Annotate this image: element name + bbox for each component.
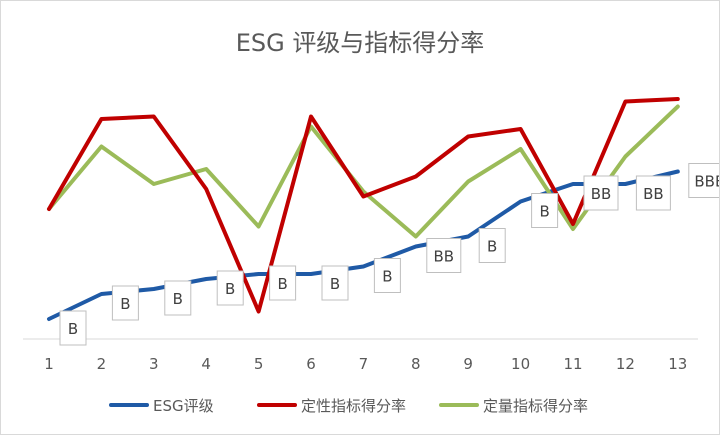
data-label: B xyxy=(321,265,349,301)
data-label: B xyxy=(216,270,244,306)
x-tick-label: 8 xyxy=(411,355,421,373)
data-label: B xyxy=(531,193,559,228)
data-label-box xyxy=(531,193,559,228)
data-label-text: BB xyxy=(643,185,664,203)
data-label: BBB xyxy=(688,163,719,198)
data-label-box xyxy=(478,228,506,263)
data-label-text: B xyxy=(68,320,78,338)
data-label: BB xyxy=(426,238,462,273)
x-tick-label: 3 xyxy=(149,355,159,373)
data-label-box xyxy=(635,175,671,211)
data-label-text: B xyxy=(173,290,183,308)
data-label-box xyxy=(321,265,349,301)
data-label-text: BBB xyxy=(694,173,719,191)
data-label-box xyxy=(426,238,462,273)
data-label-box xyxy=(216,270,244,306)
data-label-box xyxy=(111,285,139,321)
series-line xyxy=(47,104,680,239)
data-label: BB xyxy=(583,175,619,211)
data-label-box xyxy=(373,258,401,293)
x-tick-label: 9 xyxy=(463,355,473,373)
data-label-box xyxy=(269,265,297,301)
legend-label: ESG评级 xyxy=(153,397,214,415)
data-label-text: B xyxy=(225,280,235,298)
data-label: B xyxy=(164,280,192,316)
data-label-box xyxy=(688,163,719,198)
x-tick-label: 13 xyxy=(668,355,687,373)
x-tick-label: 4 xyxy=(201,355,211,373)
x-tick-label: 12 xyxy=(616,355,635,373)
data-label-text: B xyxy=(382,268,392,286)
data-label: BB xyxy=(635,175,671,211)
data-label-text: B xyxy=(120,295,130,313)
legend-item: ESG评级 xyxy=(109,397,214,415)
data-label-text: BB xyxy=(591,185,612,203)
data-label-text: BB xyxy=(434,248,455,266)
x-tick-label: 6 xyxy=(306,355,316,373)
series-line xyxy=(47,169,680,321)
data-label-text: B xyxy=(539,203,549,221)
legend-item: 定量指标得分率 xyxy=(439,397,588,415)
x-tick-label: 11 xyxy=(563,355,582,373)
data-label: B xyxy=(111,285,139,321)
legend-label: 定量指标得分率 xyxy=(483,397,588,415)
data-label-text: B xyxy=(330,275,340,293)
legend-label: 定性指标得分率 xyxy=(301,397,406,415)
legend-item: 定性指标得分率 xyxy=(257,397,406,415)
series-line xyxy=(47,97,680,314)
data-label: B xyxy=(373,258,401,293)
chart-title: ESG 评级与指标得分率 xyxy=(235,29,485,57)
data-label: B xyxy=(59,310,87,346)
x-tick-label: 1 xyxy=(44,355,54,373)
x-tick-label: 10 xyxy=(511,355,530,373)
x-tick-label: 5 xyxy=(254,355,264,373)
data-label: B xyxy=(478,228,506,263)
data-label-box xyxy=(583,175,619,211)
data-label-text: B xyxy=(487,238,497,256)
x-tick-label: 7 xyxy=(359,355,369,373)
data-label: B xyxy=(269,265,297,301)
data-label-box xyxy=(59,310,87,346)
data-label-text: B xyxy=(277,275,287,293)
x-tick-label: 2 xyxy=(97,355,107,373)
data-label-box xyxy=(164,280,192,316)
